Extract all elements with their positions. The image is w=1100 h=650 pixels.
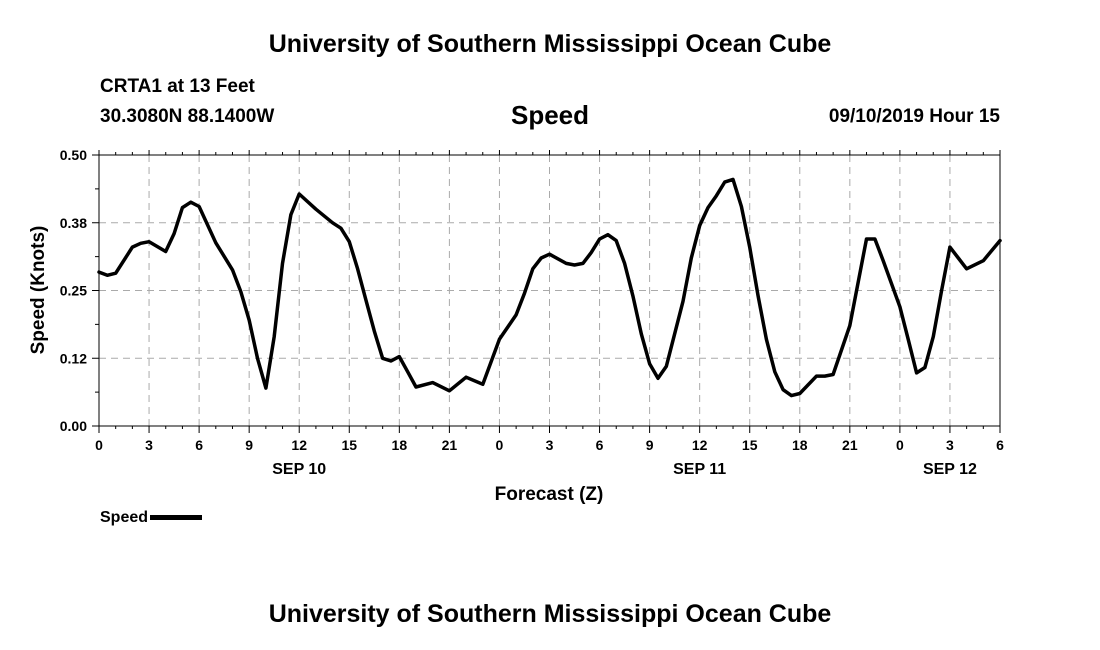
x-tick-label: 9 <box>245 437 253 453</box>
ticks <box>92 150 1001 433</box>
y-tick-label: 0.38 <box>60 215 87 231</box>
x-tick-label: 0 <box>496 437 504 453</box>
x-tick-labels: 0 3 6 9 12 15 18 21 0 3 6 9 12 15 18 21 0 3 6 <box>95 437 1004 453</box>
y-tick-labels: 0.00 0.12 0.25 0.38 0.50 <box>60 147 87 434</box>
date-label: SEP 10 <box>272 461 326 478</box>
station-label: CRTA1 at 13 Feet <box>100 76 255 97</box>
x-axis-title: Forecast (Z) <box>495 484 604 505</box>
date-labels: SEP 10 SEP 11 SEP 12 <box>272 461 977 478</box>
x-tick-label: 0 <box>896 437 904 453</box>
x-tick-label: 21 <box>442 437 458 453</box>
grid <box>99 155 1000 426</box>
x-tick-label: 9 <box>646 437 654 453</box>
x-tick-label: 15 <box>341 437 357 453</box>
footer-title: University of Southern Mississippi Ocean… <box>268 600 832 628</box>
x-tick-label: 6 <box>195 437 203 453</box>
legend: Speed <box>100 509 203 527</box>
y-axis-title: Speed (Knots) <box>28 226 49 355</box>
x-tick-label: 6 <box>596 437 604 453</box>
x-tick-label: 6 <box>996 437 1004 453</box>
date-label: SEP 11 <box>673 461 726 478</box>
x-tick-label: 3 <box>145 437 153 453</box>
chart-title: Speed <box>510 100 590 130</box>
x-tick-label: 21 <box>842 437 858 453</box>
y-tick-label: 0.50 <box>60 147 87 163</box>
forecast-datetime: 09/10/2019 Hour 15 <box>828 106 1000 127</box>
series-layer <box>97 177 1002 398</box>
y-tick-label: 0.12 <box>60 350 87 366</box>
speed-series-line <box>97 177 1002 398</box>
x-tick-label: 0 <box>95 437 103 453</box>
legend-label: Speed <box>100 509 149 526</box>
y-tick-label: 0.00 <box>60 418 87 434</box>
coordinates-label: 30.3080N 88.1400W <box>100 106 275 127</box>
page-title: University of Southern Mississippi Ocean… <box>268 30 832 58</box>
x-tick-label: 12 <box>692 437 708 453</box>
legend-line-swatch <box>150 515 203 521</box>
x-tick-label: 12 <box>291 437 307 453</box>
x-tick-label: 18 <box>392 437 408 453</box>
x-tick-label: 3 <box>546 437 554 453</box>
x-tick-label: 15 <box>742 437 758 453</box>
y-tick-label: 0.25 <box>60 283 87 299</box>
date-label: SEP 12 <box>923 461 977 478</box>
x-tick-label: 3 <box>946 437 954 453</box>
x-tick-label: 18 <box>792 437 808 453</box>
